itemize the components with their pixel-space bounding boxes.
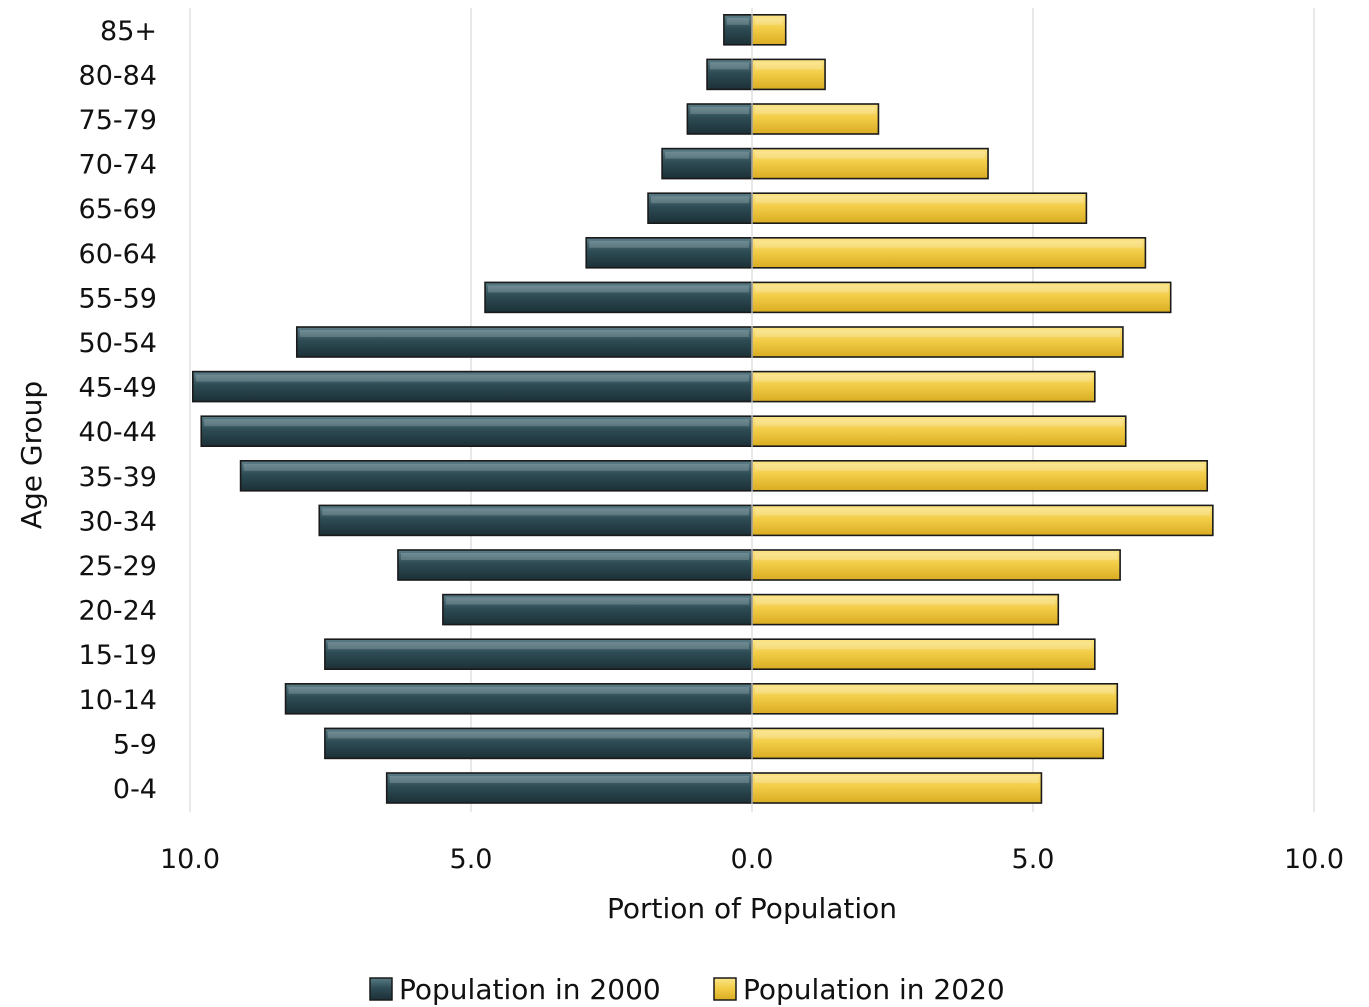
- bar-2000-10-14: [284, 682, 753, 715]
- legend-label-2000: Population in 2000: [399, 973, 661, 1006]
- y-tick-label: 55-59: [79, 283, 157, 314]
- bar-2000-30-34: [318, 504, 753, 537]
- bar-2020-5-9: [751, 727, 1105, 760]
- bar-2000-55-59: [484, 281, 753, 314]
- y-tick-label: 80-84: [79, 60, 157, 91]
- y-tick-label: 5-9: [113, 729, 157, 760]
- bar-2020-85+: [751, 14, 787, 46]
- bar-2000-15-19: [324, 638, 753, 671]
- x-tick-label: 10.0: [1284, 844, 1344, 875]
- bar-2000-85+: [723, 14, 753, 46]
- x-tick-label: 0.0: [731, 844, 774, 875]
- y-tick-label: 20-24: [79, 596, 157, 627]
- bar-2020-40-44: [751, 415, 1127, 448]
- bar-2020-45-49: [751, 370, 1096, 403]
- y-tick-label: 15-19: [79, 640, 157, 671]
- y-axis-title: Age Group: [15, 381, 48, 529]
- y-tick-label: 40-44: [79, 417, 157, 448]
- y-tick-label: 50-54: [79, 328, 157, 359]
- bar-2020-10-14: [751, 682, 1119, 715]
- bar-2020-30-34: [751, 504, 1214, 537]
- y-tick-label: 75-79: [79, 105, 157, 136]
- bar-2020-35-39: [751, 459, 1209, 492]
- y-tick-label: 25-29: [79, 551, 157, 582]
- legend: Population in 2000 Population in 2020: [369, 973, 1005, 1006]
- bar-2000-45-49: [192, 370, 753, 403]
- bar-2000-50-54: [295, 326, 753, 358]
- y-tick-label: 45-49: [79, 373, 157, 404]
- x-tick-label: 10.0: [160, 844, 220, 875]
- y-tick-labels: 0-4 5-9 10-14 15-19 20-24 25-29 30-34 35-39 40-4…: [79, 16, 157, 805]
- legend-label-2020: Population in 2020: [743, 973, 1005, 1006]
- bar-2000-40-44: [200, 415, 753, 448]
- bar-2000-0-4: [385, 772, 753, 804]
- y-tick-label: 35-39: [79, 462, 157, 493]
- legend-swatch-2000: [369, 977, 393, 1001]
- bar-2020-55-59: [751, 281, 1172, 314]
- bar-2020-0-4: [751, 772, 1043, 804]
- bar-2000-70-74: [661, 147, 753, 180]
- bar-2020-60-64: [751, 237, 1147, 269]
- bar-2020-20-24: [751, 593, 1060, 626]
- bar-2000-65-69: [647, 192, 753, 224]
- bar-2000-20-24: [442, 593, 753, 626]
- bar-2000-75-79: [686, 103, 753, 135]
- x-axis-title: Portion of Population: [607, 892, 897, 925]
- legend-swatch-2020: [713, 977, 737, 1001]
- y-tick-label: 60-64: [79, 239, 157, 270]
- bar-2020-50-54: [751, 326, 1124, 358]
- y-tick-label: 30-34: [79, 506, 157, 537]
- bar-2020-75-79: [751, 103, 880, 135]
- bars: [192, 14, 1214, 804]
- bar-2000-5-9: [324, 727, 753, 760]
- x-tick-label: 5.0: [450, 844, 493, 875]
- y-tick-label: 65-69: [79, 194, 157, 225]
- y-tick-label: 70-74: [79, 150, 157, 181]
- x-tick-labels: 10.0 5.0 0.0 5.0 10.0: [160, 844, 1344, 875]
- x-tick-label: 5.0: [1012, 844, 1055, 875]
- bar-2000-60-64: [585, 237, 753, 269]
- bar-2000-35-39: [239, 459, 753, 492]
- y-tick-label: 85+: [100, 16, 157, 47]
- bar-2000-25-29: [397, 549, 753, 581]
- y-tick-label: 0-4: [113, 774, 157, 805]
- bar-2020-25-29: [751, 549, 1121, 581]
- bar-2020-80-84: [751, 58, 826, 91]
- gridlines: [189, 8, 1315, 812]
- bar-2020-65-69: [751, 192, 1088, 224]
- bar-2000-80-84: [706, 58, 753, 91]
- y-tick-label: 10-14: [79, 685, 157, 716]
- bar-2020-15-19: [751, 638, 1096, 671]
- bar-2020-70-74: [751, 147, 989, 180]
